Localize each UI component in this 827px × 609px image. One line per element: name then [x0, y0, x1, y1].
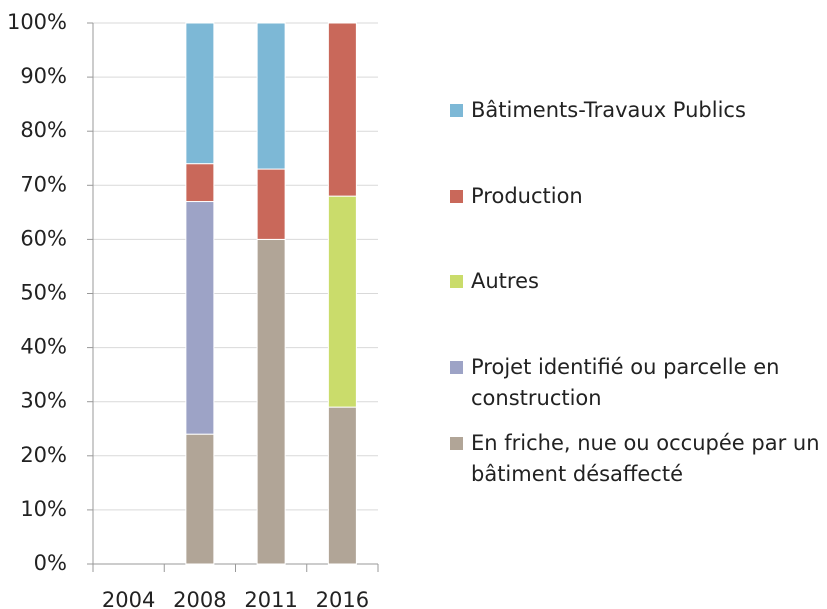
legend-swatch	[450, 104, 463, 117]
legend-label: Autres	[471, 269, 539, 293]
x-tick-label: 2016	[316, 588, 369, 609]
legend-label: En friche, nue ou occupée par un bâtimen…	[471, 431, 820, 486]
legend-label: Production	[471, 184, 583, 208]
bar	[185, 433, 215, 565]
legend-swatch	[450, 275, 463, 288]
y-tick-label: 80%	[20, 118, 67, 142]
y-tick-label: 70%	[20, 172, 67, 196]
legend-swatch	[450, 361, 463, 374]
legend-item: Production	[450, 181, 583, 212]
legend-label: Projet identifié ou parcelle en construc…	[471, 355, 780, 410]
y-tick-label: 60%	[20, 226, 67, 250]
y-tick-label: 30%	[20, 389, 67, 413]
y-tick-label: 100%	[7, 10, 67, 34]
bar	[327, 22, 357, 197]
bar	[256, 168, 286, 240]
y-tick-label: 10%	[20, 497, 67, 521]
bar	[327, 195, 357, 408]
bar	[327, 406, 357, 565]
legend-swatch	[450, 437, 463, 450]
legend-item: Autres	[450, 266, 539, 297]
legend-label: Bâtiments-Travaux Publics	[471, 98, 746, 122]
y-tick-label: 0%	[34, 551, 67, 575]
legend-swatch	[450, 190, 463, 203]
y-tick-label: 50%	[20, 281, 67, 305]
y-tick-label: 40%	[20, 335, 67, 359]
x-tick-label: 2011	[244, 588, 297, 609]
legend-item: Bâtiments-Travaux Publics	[450, 95, 746, 126]
y-tick-label: 90%	[20, 64, 67, 88]
y-tick-label: 20%	[20, 443, 67, 467]
bar	[185, 201, 215, 435]
bar	[185, 163, 215, 203]
bar	[185, 22, 215, 165]
legend-item: Projet identifié ou parcelle en construc…	[450, 352, 825, 414]
bar	[256, 238, 286, 565]
x-tick-label: 2004	[102, 588, 155, 609]
bar	[256, 22, 286, 170]
x-tick-label: 2008	[173, 588, 226, 609]
legend-item: En friche, nue ou occupée par un bâtimen…	[450, 428, 825, 490]
